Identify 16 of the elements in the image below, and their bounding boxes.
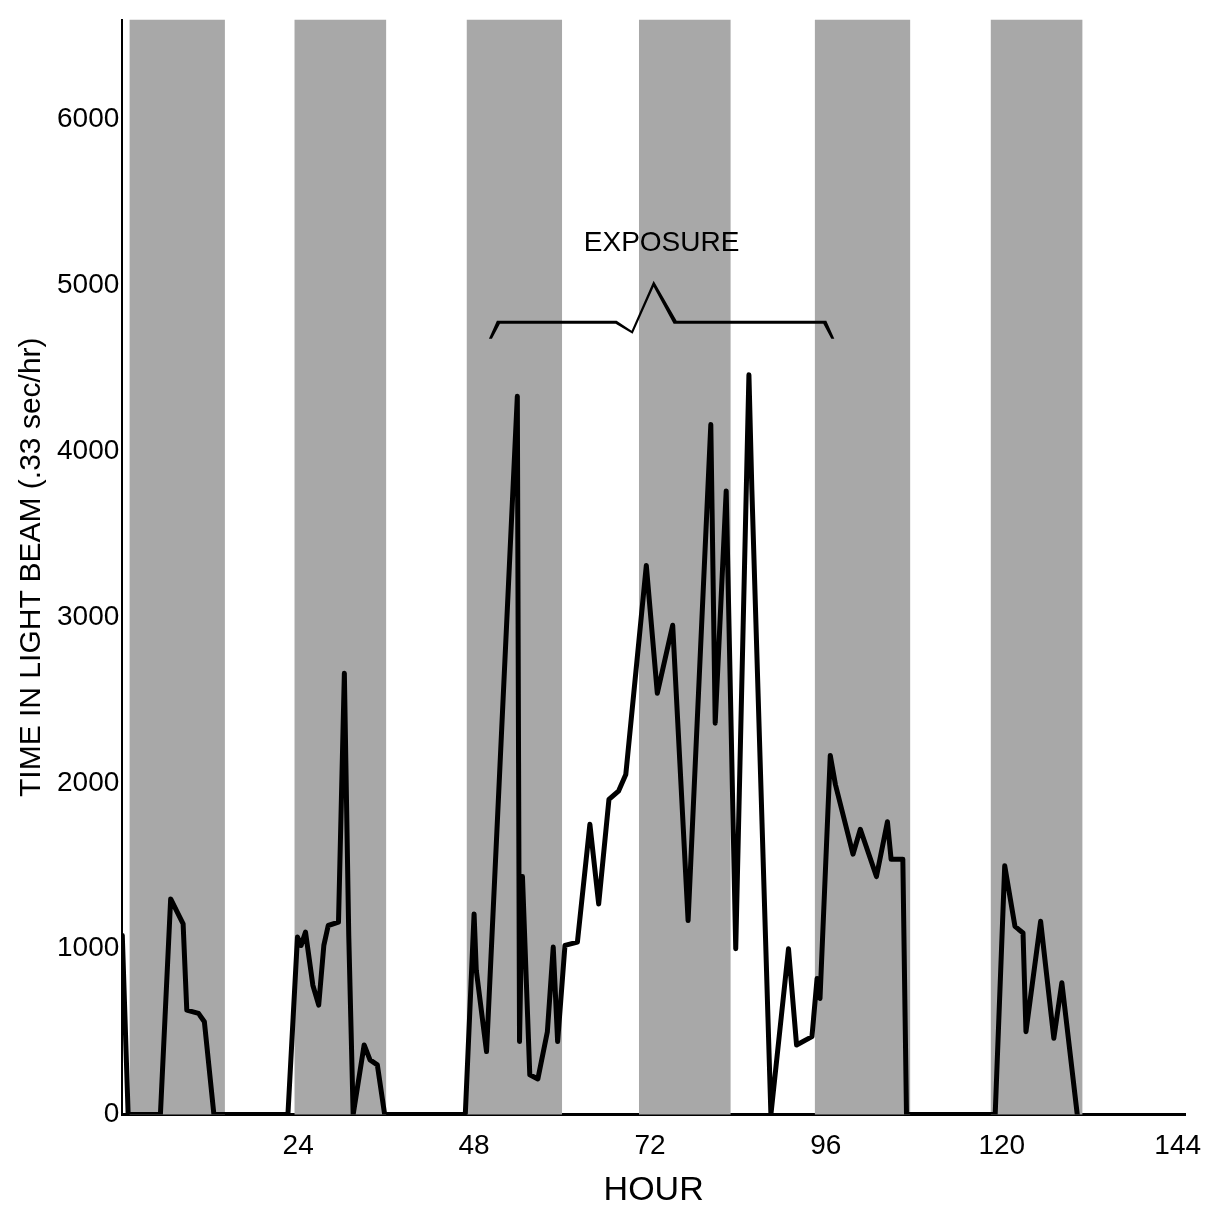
y-tick-label: 2000 [56,765,120,797]
y-tick-label: 4000 [56,433,120,465]
x-tick-label: 144 [1154,1129,1202,1161]
x-tick-label: 96 [810,1129,842,1161]
x-tick-label: 120 [978,1129,1026,1161]
y-tick-label: 1000 [56,931,120,963]
annotation: EXPOSURE [583,225,740,258]
x-tick-label: 72 [634,1129,666,1161]
x-axis-title: HOUR [603,1168,704,1207]
y-tick-label: 3000 [56,599,120,631]
y-tick-label: 5000 [56,267,120,299]
y-tick-label: 6000 [56,102,120,134]
y-axis-title: TIME IN LIGHT BEAM (.33 sec/hr) [13,337,47,797]
y-tick-label: 0 [103,1097,120,1129]
x-tick-label: 24 [282,1129,314,1161]
x-tick-label: 48 [458,1129,490,1161]
